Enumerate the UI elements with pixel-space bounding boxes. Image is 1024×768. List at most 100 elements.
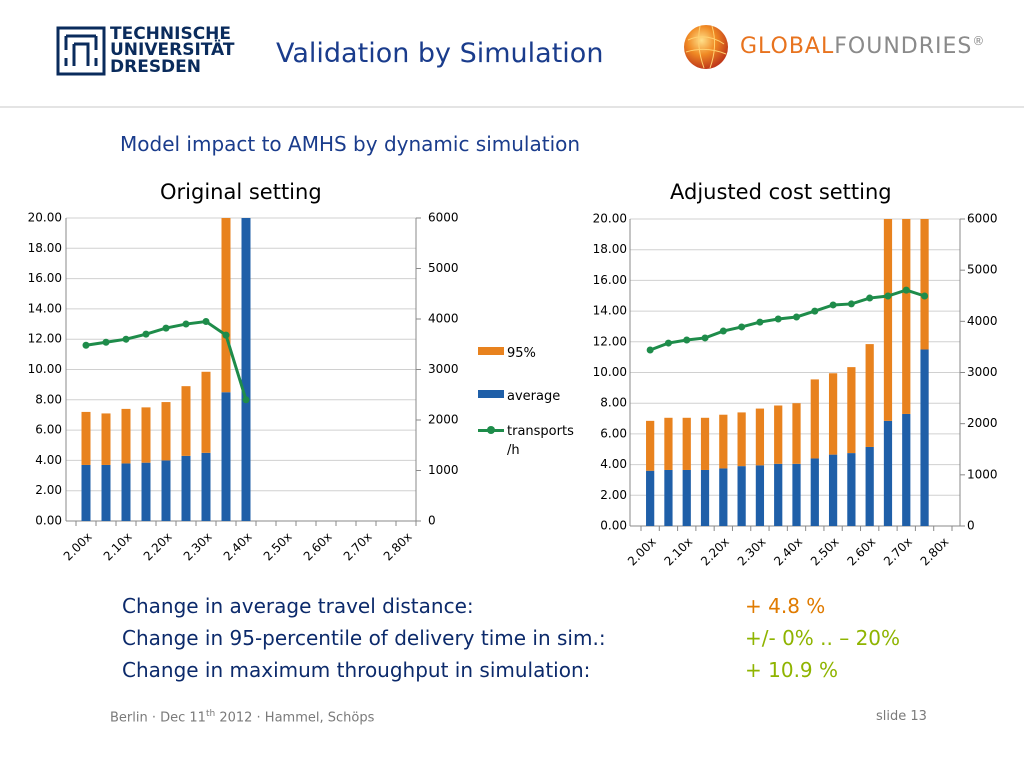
bar bbox=[902, 219, 911, 414]
x-tick-label: 2.60x bbox=[844, 535, 878, 569]
y2-tick-label: 6000 bbox=[428, 211, 459, 225]
y-tick-label: 12.00 bbox=[28, 332, 62, 346]
line-marker bbox=[701, 334, 709, 342]
legend-label: transports /h bbox=[507, 424, 574, 458]
bar bbox=[700, 417, 710, 470]
line-marker bbox=[122, 335, 130, 343]
y2-tick-label: 1000 bbox=[428, 463, 459, 477]
bar bbox=[755, 465, 765, 526]
bar bbox=[865, 446, 874, 526]
bar bbox=[883, 219, 893, 421]
legend-label: average bbox=[507, 389, 561, 404]
x-tick-label: 2.20x bbox=[141, 530, 175, 564]
summary-value: + 4.8 % bbox=[745, 594, 826, 618]
bar bbox=[121, 463, 131, 521]
x-tick-label: 2.30x bbox=[181, 530, 215, 564]
bar bbox=[646, 470, 655, 526]
summary-label: Change in 95-percentile of delivery time… bbox=[122, 626, 606, 650]
summary-value: +/- 0% .. – 20% bbox=[745, 626, 901, 650]
y2-tick-label: 2000 bbox=[967, 416, 998, 430]
line-marker bbox=[719, 327, 727, 335]
bar bbox=[121, 408, 131, 464]
x-tick-label: 2.50x bbox=[808, 535, 842, 569]
y-tick-label: 2.00 bbox=[600, 488, 627, 502]
y2-tick-label: 2000 bbox=[428, 413, 459, 427]
y2-tick-label: 3000 bbox=[428, 362, 459, 376]
line-marker bbox=[738, 323, 746, 331]
bar bbox=[181, 386, 191, 456]
y2-tick-label: 5000 bbox=[967, 263, 998, 277]
legend-swatch bbox=[478, 390, 504, 398]
summary-value: + 10.9 % bbox=[745, 658, 839, 682]
x-tick-label: 2.00x bbox=[61, 530, 95, 564]
line-marker bbox=[829, 301, 837, 309]
line-marker bbox=[774, 315, 782, 323]
bar bbox=[792, 403, 801, 464]
bar bbox=[920, 349, 929, 526]
y-tick-label: 8.00 bbox=[35, 392, 62, 406]
y-tick-label: 20.00 bbox=[28, 211, 62, 225]
university-name: DRESDEN bbox=[110, 57, 202, 77]
company-name: GLOBALFOUNDRIES® bbox=[740, 34, 985, 59]
line-marker bbox=[142, 330, 150, 338]
footer-text: 2012 · Hammel, Schöps bbox=[215, 710, 375, 726]
y-tick-label: 20.00 bbox=[593, 212, 627, 226]
bar bbox=[221, 218, 231, 393]
y2-tick-label: 4000 bbox=[428, 312, 459, 326]
bar bbox=[141, 407, 151, 463]
university-name: TECHNISCHE bbox=[110, 24, 232, 44]
line-marker bbox=[182, 320, 190, 328]
bar bbox=[810, 458, 819, 526]
y-tick-label: 12.00 bbox=[593, 334, 627, 348]
company-mark: ® bbox=[972, 34, 986, 48]
summary-label: Change in maximum throughput in simulati… bbox=[122, 658, 591, 682]
bar bbox=[161, 460, 171, 521]
bar bbox=[719, 414, 728, 469]
bar bbox=[828, 454, 838, 526]
slide-title: Validation by Simulation bbox=[276, 38, 604, 69]
bar bbox=[774, 405, 783, 464]
university-name: UNIVERSITÄT bbox=[110, 40, 235, 60]
line-marker bbox=[82, 341, 90, 349]
bar bbox=[101, 464, 111, 521]
bar bbox=[774, 463, 783, 526]
footer-slide: slide 13 bbox=[876, 709, 927, 724]
line-marker bbox=[102, 338, 110, 346]
y-tick-label: 10.00 bbox=[28, 362, 62, 376]
y2-tick-label: 0 bbox=[428, 514, 436, 528]
line-marker bbox=[222, 331, 230, 339]
line-marker bbox=[162, 324, 170, 332]
y-tick-label: 18.00 bbox=[593, 242, 627, 256]
bar bbox=[902, 413, 911, 526]
bar bbox=[201, 371, 211, 453]
bar bbox=[737, 412, 746, 467]
y-tick-label: 2.00 bbox=[35, 483, 62, 497]
x-tick-label: 2.20x bbox=[698, 535, 732, 569]
x-tick-label: 2.10x bbox=[101, 530, 135, 564]
x-tick-label: 2.80x bbox=[918, 535, 952, 569]
bar bbox=[141, 462, 151, 521]
bar bbox=[101, 413, 111, 465]
tu-logo bbox=[56, 26, 106, 76]
y2-tick-label: 3000 bbox=[967, 365, 998, 379]
subtitle: Model impact to AMHS by dynamic simulati… bbox=[120, 132, 581, 156]
line bbox=[649, 288, 926, 352]
legend-marker bbox=[487, 426, 495, 434]
bar bbox=[241, 218, 251, 521]
y-tick-label: 14.00 bbox=[593, 304, 627, 318]
line-marker bbox=[683, 336, 691, 344]
bars bbox=[81, 218, 251, 521]
line-marker bbox=[902, 286, 910, 294]
bar bbox=[81, 411, 91, 465]
bar bbox=[221, 392, 231, 521]
bar bbox=[700, 469, 710, 526]
globalfoundries-logo bbox=[684, 25, 728, 69]
line-marker bbox=[646, 346, 654, 354]
bar bbox=[664, 417, 673, 470]
bar bbox=[920, 219, 929, 350]
line-marker bbox=[664, 339, 672, 347]
y2-tick-label: 5000 bbox=[428, 261, 459, 275]
bar bbox=[865, 344, 874, 447]
